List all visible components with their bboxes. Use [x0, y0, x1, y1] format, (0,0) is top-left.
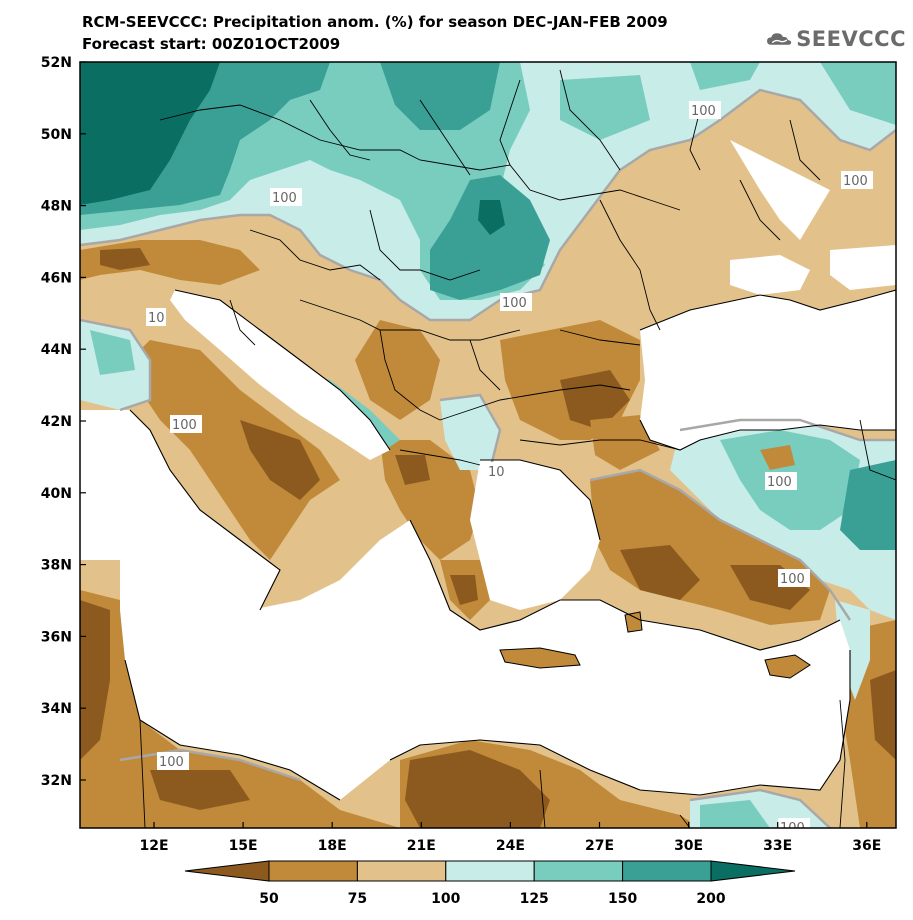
colorbar-high-triangle	[710, 860, 796, 882]
very-dry-patch-levant	[870, 670, 896, 760]
contour-100-lines	[80, 88, 896, 828]
contour-label: 100	[780, 821, 805, 836]
cyprus-island	[764, 654, 811, 679]
dry-zone-italy	[130, 340, 340, 560]
tyrrhenian-sea	[80, 410, 280, 610]
lat-tick-label: 48N	[41, 199, 72, 215]
very-dry-patch-alps	[100, 248, 150, 270]
very-dry-patch-libya-west	[150, 770, 250, 810]
dry-patch-east-turkey	[760, 445, 795, 470]
crete-island	[499, 647, 581, 669]
contour-label: 100	[502, 296, 527, 311]
sea-of-azov	[730, 255, 810, 295]
wet-patch-ukraine	[560, 75, 650, 140]
contour-label: 100	[172, 418, 197, 433]
lon-tick-label: 27E	[585, 838, 614, 854]
very-dry-patch-albania	[395, 455, 430, 485]
contour-label: 100	[691, 104, 716, 119]
lon-tick-label: 18E	[318, 838, 347, 854]
contour-label: 10	[148, 311, 165, 326]
contour-label: 100	[767, 475, 792, 490]
latitude-axis: 52N 50N 48N 46N 44N 42N 40N 38N 36N 34N 32N	[41, 55, 86, 789]
lat-tick-label: 42N	[41, 414, 72, 430]
extreme-wet-zone-carpathian	[478, 200, 505, 235]
contour-labels: 100 100 100 100 100 100 100 100 100 10 1…	[146, 101, 873, 836]
very-dry-patch-peloponnese	[450, 575, 478, 605]
black-sea	[640, 290, 896, 450]
colorbar-label: 50	[259, 891, 279, 907]
contour-label: 10	[488, 465, 505, 480]
lat-tick-label: 44N	[41, 342, 72, 358]
colorbar-low-triangle	[184, 860, 270, 882]
very-dry-patch-anatolia-west	[620, 545, 700, 600]
dry-zone-bosnia	[355, 320, 440, 420]
wet-strip-levant-coast	[835, 600, 870, 700]
very-dry-zone-cyrenaica	[405, 750, 550, 828]
colorbar-segment	[533, 860, 624, 882]
colorbar-segment	[356, 860, 447, 882]
wet-patch-russia	[820, 62, 896, 125]
lat-tick-label: 50N	[41, 127, 72, 143]
extreme-wet-zone-west	[80, 62, 220, 205]
lon-tick-label: 12E	[139, 838, 168, 854]
lat-tick-label: 34N	[41, 701, 72, 717]
wet-zone-macedonia	[440, 395, 500, 470]
mediterranean-sea	[120, 520, 850, 800]
colorbar: 50 75 100 125 150 200	[184, 860, 796, 907]
lat-tick-label: 32N	[41, 773, 72, 789]
wet-patch-nile-delta	[700, 800, 770, 828]
adriatic-sea	[170, 290, 390, 460]
contour-label: 100	[780, 572, 805, 587]
lon-tick-label: 30E	[674, 838, 703, 854]
colorbar-segment	[622, 860, 712, 882]
country-borders	[139, 69, 896, 828]
lat-tick-label: 36N	[41, 629, 72, 645]
forecast-start-label: Forecast start: 00Z01OCT2009	[82, 35, 341, 53]
very-wet-zone-carpathian	[430, 175, 550, 300]
lat-tick-label: 38N	[41, 558, 72, 574]
very-dry-zone-tunisia	[80, 600, 110, 760]
colorbar-label: 150	[608, 891, 637, 907]
lat-tick-label: 52N	[41, 55, 72, 71]
lon-tick-label: 15E	[229, 838, 258, 854]
contour-label: 100	[272, 191, 297, 206]
lon-tick-label: 24E	[496, 838, 525, 854]
lat-tick-label: 40N	[41, 486, 72, 502]
very-dry-zone-italy	[240, 420, 320, 500]
wet-patch-sardinia	[90, 330, 135, 375]
coastlines	[124, 289, 896, 801]
contour-label: 100	[843, 174, 868, 189]
sea-northeast	[830, 245, 896, 290]
colorbar-segment	[268, 860, 358, 882]
colorbar-label: 200	[696, 891, 725, 907]
lat-tick-label: 46N	[41, 270, 72, 286]
colorbar-label: 75	[348, 891, 367, 907]
longitude-axis: 12E 15E 18E 21E 24E 27E 30E 33E 36E	[139, 822, 881, 854]
very-wet-patch-caucasus	[840, 460, 896, 550]
seevccc-logo: SEEVCCC	[766, 22, 906, 56]
colorbar-segment	[445, 860, 535, 882]
lon-tick-label: 36E	[852, 838, 881, 854]
rhodes-island	[624, 611, 643, 633]
white-patch-ukraine	[730, 140, 830, 240]
very-dry-patch-bulgaria	[560, 370, 630, 430]
contour-label: 100	[159, 755, 184, 770]
aegean-sea	[470, 460, 600, 610]
logo-text: SEEVCCC	[796, 27, 906, 51]
colorbar-label: 100	[431, 891, 460, 907]
lon-tick-label: 33E	[763, 838, 792, 854]
cloud-logo-icon	[767, 33, 792, 45]
map-frame	[79, 61, 897, 829]
colorbar-label: 125	[520, 891, 549, 907]
map-field: 100 100 100 100 100 100 100 100 100 10 1…	[80, 62, 896, 836]
very-wet-zone-poland	[380, 62, 500, 130]
lon-tick-label: 21E	[407, 838, 436, 854]
map-title: RCM-SEEVCCC: Precipitation anom. (%) for…	[82, 13, 668, 31]
dry-patch-turkey-thrace	[590, 415, 660, 470]
wet-patch-belarus	[690, 62, 760, 90]
